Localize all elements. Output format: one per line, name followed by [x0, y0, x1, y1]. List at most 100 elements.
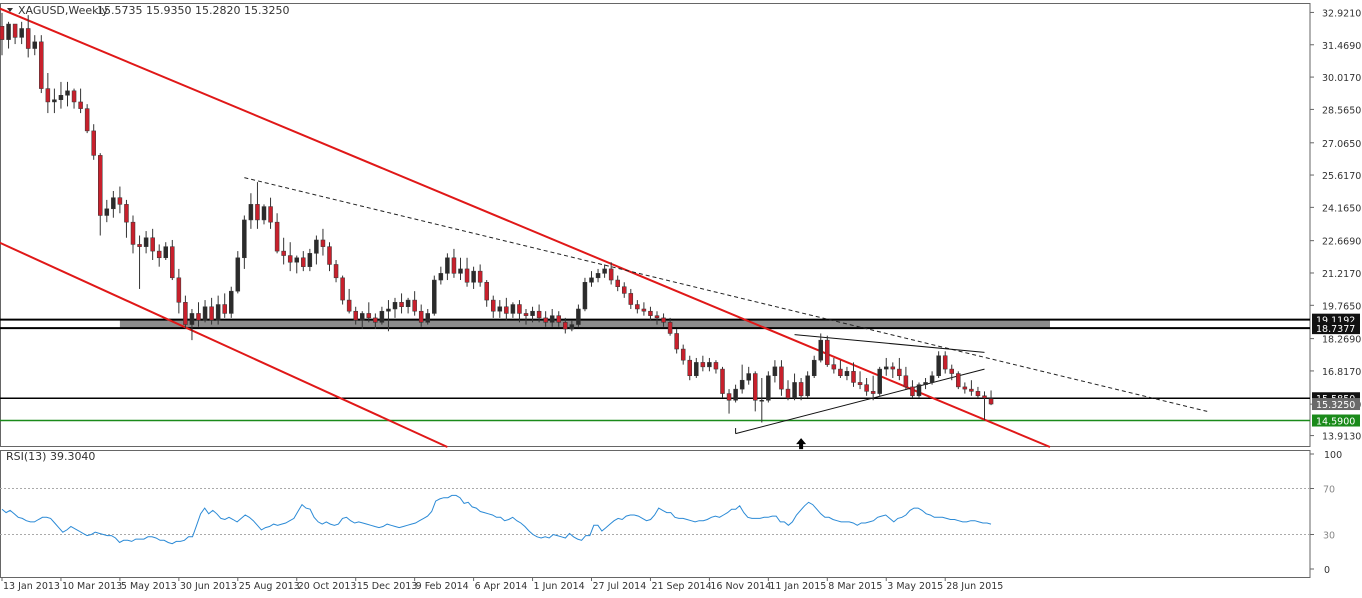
candle-body — [707, 362, 712, 368]
candle — [25, 15, 31, 58]
candle-body — [346, 299, 352, 312]
candle-body — [884, 366, 889, 370]
candle — [890, 362, 896, 378]
time-tick-label: 20 Oct 2013 — [298, 581, 357, 592]
candle-body — [563, 322, 568, 330]
candle-body — [156, 250, 162, 259]
candle — [595, 268, 601, 283]
candle — [811, 355, 817, 378]
candle-body — [202, 306, 208, 321]
candle-body — [471, 270, 476, 283]
candle — [635, 300, 640, 314]
candle — [261, 204, 267, 225]
candle-body — [150, 237, 155, 252]
candle-body — [137, 244, 142, 247]
candle-body — [825, 339, 830, 365]
candle — [458, 257, 463, 281]
rsi-title: RSI(13) 39.3040 — [6, 450, 95, 463]
price-tick-label: 30.0170 — [1322, 73, 1361, 84]
time-tick-label: 13 Jan 2013 — [3, 581, 60, 592]
price-tick-label: 31.4690 — [1322, 41, 1361, 52]
candle-body — [52, 99, 57, 103]
candle — [589, 271, 594, 287]
candle-body — [602, 268, 607, 274]
candle — [235, 251, 241, 294]
candle-body — [661, 317, 666, 323]
candle — [497, 300, 503, 318]
price-label-text: 18.7377 — [1316, 324, 1355, 335]
time-tick-label: 25 Aug 2013 — [239, 581, 300, 592]
candle-body — [694, 362, 699, 377]
price-label-text: 14.5900 — [1316, 417, 1355, 428]
candle — [130, 215, 136, 254]
candle-body — [831, 364, 837, 370]
candle-body — [838, 368, 843, 377]
candle — [163, 242, 168, 261]
candle-body — [209, 306, 214, 321]
candle-body — [392, 302, 398, 310]
candle — [713, 360, 719, 374]
candle — [504, 297, 509, 321]
price-label: 15.3250 — [1312, 398, 1360, 411]
candle — [58, 81, 64, 109]
candle — [700, 355, 706, 372]
candle-body — [261, 206, 267, 221]
candle — [78, 88, 83, 114]
candle — [491, 295, 496, 318]
candle-body — [549, 315, 555, 323]
time-tick-label: 11 Jan 2015 — [769, 581, 826, 592]
time-tick-label: 21 Sep 2014 — [651, 581, 711, 592]
candle — [549, 308, 555, 327]
candle — [281, 237, 286, 265]
candle-body — [530, 310, 535, 316]
candle — [661, 313, 666, 327]
rsi-tick-label: 0 — [1324, 565, 1330, 576]
candle — [563, 317, 568, 334]
candle-body — [373, 317, 378, 323]
candle-body — [654, 315, 660, 319]
candle — [733, 384, 738, 403]
candle — [942, 351, 948, 374]
time-tick-label: 1 Jun 2014 — [534, 581, 585, 592]
candle — [301, 251, 306, 272]
candle-body — [58, 95, 64, 100]
candle-body — [536, 310, 542, 319]
candle-body — [432, 279, 437, 314]
chart-ohlc-readout: 15.5735 15.9350 15.2820 15.3250 — [97, 4, 289, 17]
candle — [622, 282, 627, 298]
candle-body — [65, 90, 70, 96]
candle-body — [622, 286, 627, 294]
candle-body — [98, 155, 103, 216]
candle-body — [641, 308, 647, 312]
candle-body — [170, 246, 175, 279]
candle — [988, 390, 994, 406]
candle — [222, 293, 227, 318]
candle — [936, 351, 941, 378]
candle-body — [104, 208, 110, 216]
candle-body — [792, 382, 797, 399]
candle-body — [680, 348, 686, 361]
candle-body — [870, 391, 876, 394]
candle-body — [399, 302, 404, 308]
candle — [851, 362, 856, 387]
price-label-text: 15.3250 — [1316, 400, 1355, 411]
candle — [707, 357, 712, 372]
time-tick-label: 10 Mar 2013 — [62, 581, 122, 592]
dropdown-triangle-icon[interactable] — [7, 8, 13, 12]
candle — [582, 277, 588, 312]
candle-body — [589, 277, 594, 283]
candle-body — [556, 315, 561, 323]
time-tick-label: 28 Jun 2015 — [946, 581, 1003, 592]
candle — [949, 364, 954, 381]
candle — [176, 268, 182, 314]
candle — [412, 291, 417, 316]
candle — [897, 357, 902, 381]
candle — [923, 377, 928, 390]
candle-body — [19, 28, 24, 38]
candle-body — [949, 368, 954, 374]
candle — [726, 389, 732, 414]
candle-body — [333, 264, 339, 279]
candle — [831, 357, 837, 374]
candle — [464, 257, 470, 287]
candle — [143, 231, 149, 254]
